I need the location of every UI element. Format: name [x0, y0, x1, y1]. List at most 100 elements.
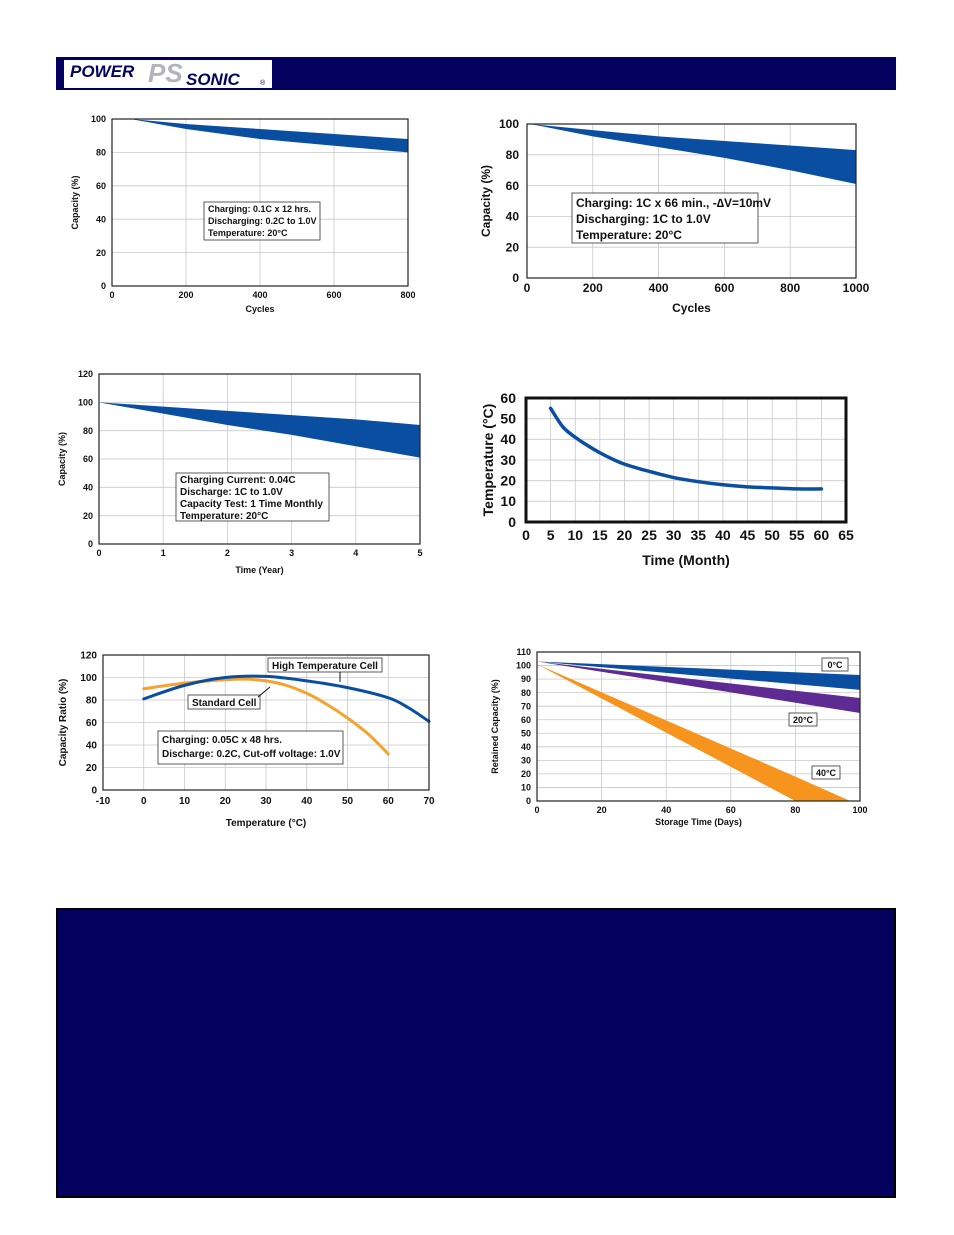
plot-area	[112, 119, 408, 286]
plot-area	[527, 124, 856, 278]
y-tick-label: 60	[521, 715, 531, 725]
y-tick-label: 20	[86, 763, 98, 774]
x-tick-label: 20	[220, 796, 232, 807]
x-tick-label: 40	[715, 527, 731, 543]
y-tick-label: 100	[499, 117, 519, 131]
y-tick-label: 110	[516, 647, 531, 657]
plot-border	[536, 651, 861, 802]
y-tick-label: 40	[506, 210, 520, 224]
logo-registered-mark: ®	[260, 79, 266, 87]
band-label: 20°C	[793, 715, 814, 725]
annotation-box	[157, 730, 344, 765]
power-sonic-logo: POWER PS SONIC ®	[64, 60, 272, 88]
x-tick-label: 50	[764, 527, 780, 543]
x-tick-label: 200	[583, 281, 603, 295]
x-tick-label: 1000	[843, 281, 870, 295]
y-tick-label: 0	[512, 271, 519, 285]
y-tick-label: 40	[83, 482, 93, 492]
x-tick-label: 0	[109, 290, 114, 300]
footer-panel	[56, 908, 896, 1198]
y-tick-label: 0	[91, 786, 97, 797]
y-tick-label: 0	[88, 539, 93, 549]
y-tick-label: 80	[96, 148, 106, 158]
y-tick-label: 120	[80, 651, 97, 662]
legend-label-high-temp: High Temperature Cell	[272, 661, 378, 672]
y-tick-label: 60	[506, 179, 520, 193]
y-tick-label: 20	[96, 248, 106, 258]
x-tick-label: 20	[597, 805, 607, 815]
x-tick-label: 600	[326, 290, 341, 300]
y-tick-label: 60	[96, 181, 106, 191]
x-tick-label: 30	[666, 527, 682, 543]
annotation-box	[175, 472, 330, 522]
y-tick-label: 80	[506, 148, 520, 162]
plot-border	[98, 373, 421, 545]
x-tick-label: 100	[852, 805, 867, 815]
plot-area	[537, 652, 860, 801]
annotation-line: Discharge: 1C to 1.0V	[180, 487, 283, 498]
x-tick-label: 55	[789, 527, 805, 543]
y-axis-label: Temperature (°C)	[480, 404, 496, 517]
x-axis-label: Temperature (°C)	[226, 818, 307, 829]
y-tick-label: 30	[521, 756, 531, 766]
annotation-line: Temperature: 20°C	[180, 511, 268, 522]
y-tick-label: 40	[86, 741, 98, 752]
annotation-line: Discharge: 0.2C, Cut-off voltage: 1.0V	[162, 749, 341, 760]
y-tick-label: 60	[86, 718, 98, 729]
y-tick-label: 0	[101, 281, 106, 291]
x-tick-label: 200	[178, 290, 193, 300]
annotation-line: Charging: 1C x 66 min., -∆V=10mV	[576, 196, 771, 210]
x-tick-label: 0	[522, 527, 530, 543]
x-tick-label: 4	[353, 548, 358, 558]
x-tick-label: 80	[790, 805, 800, 815]
y-tick-label: 100	[80, 673, 97, 684]
x-tick-label: 10	[179, 796, 191, 807]
x-tick-label: 0	[524, 281, 531, 295]
y-axis-label: Capacity (%)	[70, 175, 80, 229]
annotation-line: Charging: 0.05C x 48 hrs.	[162, 735, 282, 746]
legend-box-high-temp	[267, 657, 383, 673]
x-tick-label: 40	[301, 796, 313, 807]
capacity-band	[130, 119, 408, 153]
annotation-line: Discharging: 1C to 1.0V	[576, 212, 711, 226]
band-label-box	[811, 765, 841, 780]
logo-word-sonic: SONIC	[186, 70, 241, 88]
x-tick-label: 0	[534, 805, 539, 815]
annotation-line: Charging Current: 0.04C	[180, 475, 296, 486]
x-tick-label: 60	[726, 805, 736, 815]
x-tick-label: 0	[96, 548, 101, 558]
band-1	[537, 661, 860, 713]
y-tick-label: 20	[500, 473, 516, 489]
y-tick-label: 70	[521, 701, 531, 711]
x-tick-label: 0	[141, 796, 147, 807]
annotation-line: Charging: 0.1C x 12 hrs.	[208, 204, 311, 214]
x-axis-label: Time (Year)	[235, 565, 283, 575]
series-line-0	[548, 406, 824, 491]
x-tick-label: -10	[96, 796, 111, 807]
x-tick-label: 30	[260, 796, 272, 807]
y-tick-label: 50	[521, 728, 531, 738]
capacity-band	[530, 124, 856, 185]
y-tick-label: 20	[521, 769, 531, 779]
x-axis-label: Storage Time (Days)	[655, 817, 742, 827]
y-tick-label: 100	[516, 661, 531, 671]
annotation-line: Temperature: 20°C	[576, 228, 682, 242]
x-tick-label: 20	[617, 527, 633, 543]
logo-word-power: POWER	[70, 62, 135, 81]
plot-border	[524, 396, 848, 524]
annotation-line: Capacity Test: 1 Time Monthly	[180, 499, 323, 510]
y-tick-label: 90	[521, 674, 531, 684]
capacity-band	[99, 402, 420, 458]
y-tick-label: 60	[83, 454, 93, 464]
leader-line	[257, 686, 271, 698]
x-tick-label: 15	[592, 527, 608, 543]
y-tick-label: 40	[500, 431, 516, 447]
y-tick-label: 10	[500, 493, 516, 509]
annotation-line: Temperature: 20°C	[208, 228, 288, 238]
y-tick-label: 100	[78, 397, 93, 407]
x-tick-label: 45	[740, 527, 756, 543]
x-axis-label: Time (Month)	[642, 552, 730, 568]
band-2	[537, 664, 851, 801]
x-tick-label: 1	[161, 548, 166, 558]
x-tick-label: 65	[838, 527, 854, 543]
